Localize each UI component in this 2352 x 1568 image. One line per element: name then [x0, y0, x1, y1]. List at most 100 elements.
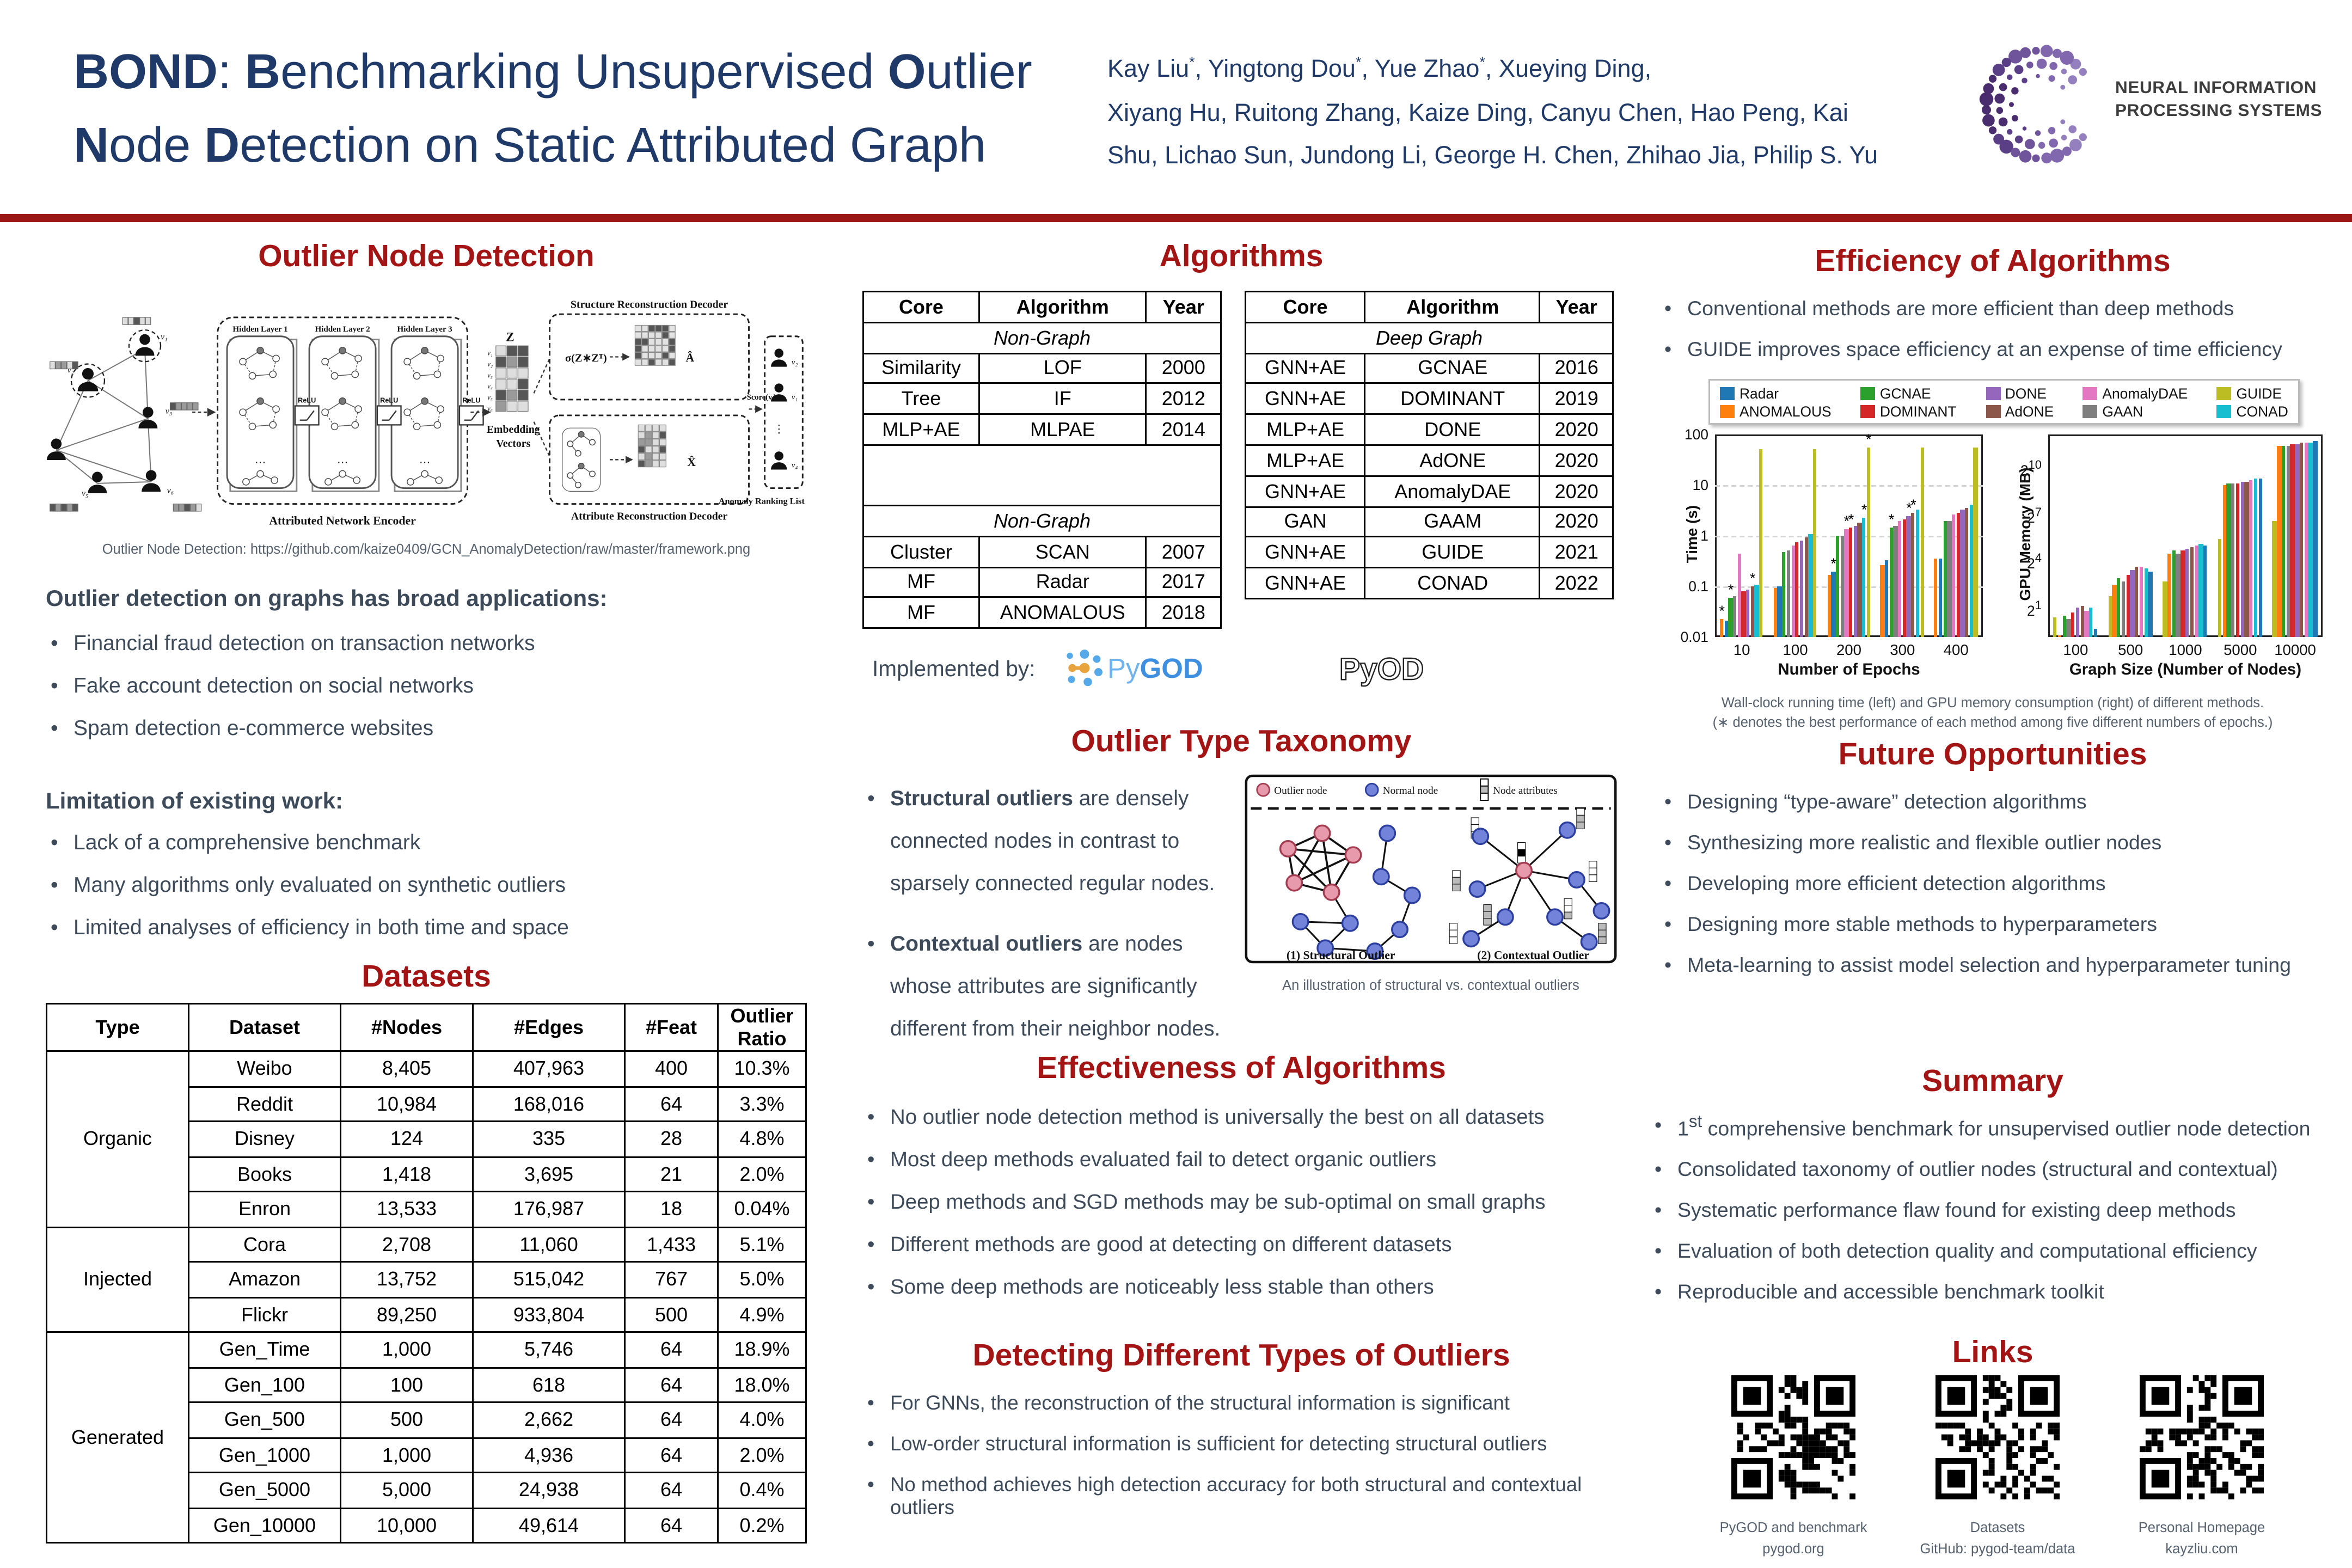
legend-entry: GCNAE: [1860, 384, 1957, 402]
table-row: Tree IF 2012: [862, 383, 1222, 415]
alg-cell: IF: [978, 383, 1147, 415]
svg-text:v₁: v₁: [792, 393, 798, 402]
alg-cell: 2020: [1539, 413, 1614, 446]
author-line: Shu, Lichao Sun, Jundong Li, George H. C…: [1107, 143, 1878, 171]
alg-cell: MLP+AE: [1244, 413, 1367, 446]
dataset-cell: 8,405: [340, 1050, 474, 1087]
contextual-nodes: [1462, 821, 1610, 951]
bar-GUIDE: [2273, 520, 2277, 637]
best-marker: *: [1750, 570, 1756, 586]
legend-entry: GUIDE: [2216, 384, 2288, 402]
table-row: Gen_1000 1,000 4,936 64 2.0%: [47, 1436, 807, 1473]
svg-text:v₂: v₂: [792, 358, 798, 367]
bar-GUIDE: [2108, 596, 2112, 637]
legend-entry: AdONE: [1985, 402, 2054, 420]
svg-text:v₁: v₁: [161, 333, 168, 342]
y-tick: 0.1: [1688, 578, 1708, 595]
taxonomy-captions: (1) Structural Outlier (2) Contextual Ou…: [1287, 948, 1589, 961]
dataset-cell: 1,000: [340, 1331, 474, 1368]
link-homepage: Personal Homepage kayzliu.com: [2107, 1375, 2296, 1559]
legend-swatch-icon: [1985, 404, 2000, 418]
svg-text:v₅: v₅: [82, 489, 89, 498]
bar-GAAN: [1947, 520, 1951, 637]
alg-col-header: Year: [1539, 291, 1614, 323]
svg-text:⋯: ⋯: [337, 457, 348, 469]
table-row: Flickr 89,250 933,804 500 4.9%: [47, 1296, 807, 1333]
heading-datasets: Datasets: [362, 960, 491, 995]
y-tick: 24: [2027, 550, 2042, 572]
dataset-cell: Reddit: [188, 1085, 341, 1122]
heading-future: Future Opportunities: [1838, 738, 2147, 773]
bar-Radar: [2203, 546, 2208, 637]
table-row: MF ANOMALOUS 2018: [862, 597, 1222, 629]
sigma-label: σ(Z∗Zᵀ): [565, 352, 607, 364]
alg-cell: GNN+AE: [1244, 475, 1367, 507]
bar-CONAD: [2308, 442, 2313, 637]
alg-col-header: Core: [862, 291, 980, 323]
spacer-cell: [862, 444, 1222, 506]
alg-cell: MLP+AE: [1244, 444, 1367, 477]
attr-decoder-motif: [562, 427, 601, 492]
y-tick: 1: [1700, 528, 1708, 544]
svg-text:ReLU: ReLU: [380, 396, 398, 405]
legend-label: GAAN: [2102, 402, 2143, 419]
bar-GUIDE: [1812, 449, 1817, 637]
alg-cell: AnomalyDAE: [1364, 475, 1541, 507]
chart-legend: Radar ANOMALOUS GCNAE DOMINANT DONE AdONE Anom…: [1708, 379, 2300, 425]
link-datasets-line1: Datasets: [1970, 1519, 2025, 1535]
feature-strips: [50, 317, 202, 512]
bar-AdONE: [2135, 567, 2139, 637]
legend-label: CONAD: [2236, 402, 2288, 419]
bar-AdONE: [2245, 481, 2249, 637]
legend-label: ANOMALOUS: [1739, 402, 1832, 419]
dataset-cell: 4.0%: [717, 1401, 807, 1438]
dataset-cell: 335: [472, 1120, 626, 1157]
a-hat-label: Â: [685, 351, 694, 364]
bar-AnomalyDAE: [2084, 610, 2088, 637]
heading-algorithms: Algorithms: [1159, 240, 1324, 274]
poster-title: BOND: Benchmarking Unsupervised Outlier …: [74, 36, 1135, 183]
title-part: B: [245, 46, 281, 100]
dataset-cell: 21: [624, 1155, 719, 1192]
a-hat-matrix: [634, 324, 676, 366]
bar-GCNAE: [2172, 550, 2176, 637]
svg-text:Hidden Layer 3: Hidden Layer 3: [397, 325, 452, 334]
dataset-cell: 0.4%: [717, 1472, 807, 1509]
svg-text:Hidden Layer 1: Hidden Layer 1: [232, 325, 287, 334]
best-marker: *: [1719, 603, 1725, 620]
bullet-item: Some deep methods are noticeably less st…: [862, 1274, 1620, 1298]
table-row: Enron 13,533 176,987 18 0.04%: [47, 1191, 807, 1228]
x-tick: 200: [1836, 642, 1861, 658]
bar-AdONE: [2299, 443, 2304, 637]
neurips-logo: NEURAL INFORMATION PROCESSING SYSTEMS: [1968, 33, 2322, 176]
encoder-label: Attributed Network Encoder: [269, 514, 416, 527]
bar-CONAD: [1755, 584, 1759, 637]
neurips-line1: NEURAL INFORMATION: [2115, 78, 2317, 98]
legend-entry: DONE: [1985, 384, 2054, 402]
alg-cell: GUIDE: [1364, 536, 1541, 569]
x-tick: 100: [1783, 642, 1808, 658]
title-part: BOND: [74, 46, 218, 100]
legend-swatch-icon: [2082, 404, 2098, 418]
legend-outlier-node: Outlier node: [1274, 785, 1327, 797]
alg-cell: SCAN: [978, 535, 1147, 568]
future-list: Designing “type-aware” detection algorit…: [1659, 791, 2337, 995]
legend-entry: Radar: [1720, 384, 1832, 402]
pygod-py-text: PyGOD: [1107, 653, 1203, 684]
bar-ANOMALOUS: [2112, 585, 2117, 637]
best-marker: *: [1843, 513, 1850, 530]
bar-GAAN: [2231, 484, 2235, 637]
bar-CONAD: [2143, 568, 2148, 637]
bullet-item: Designing more stable methods to hyperpa…: [1659, 913, 2337, 936]
alg-cell: 2007: [1145, 535, 1222, 568]
bar-GAAN: [2121, 581, 2126, 637]
struct-decoder-label: Structure Reconstruction Decoder: [571, 298, 728, 310]
alg-cell: DOMINANT: [1364, 383, 1541, 415]
bar-DOMINANT: [2126, 574, 2130, 637]
bullet-item: Different methods are good at detecting …: [862, 1232, 1620, 1256]
link-pygod-line1: PyGOD and benchmark: [1719, 1519, 1867, 1535]
svg-text:v₆: v₆: [167, 486, 174, 495]
z-label: Z: [506, 330, 514, 344]
dataset-cell: 5,000: [340, 1472, 474, 1509]
embedding-label-1: Embedding: [487, 424, 540, 436]
